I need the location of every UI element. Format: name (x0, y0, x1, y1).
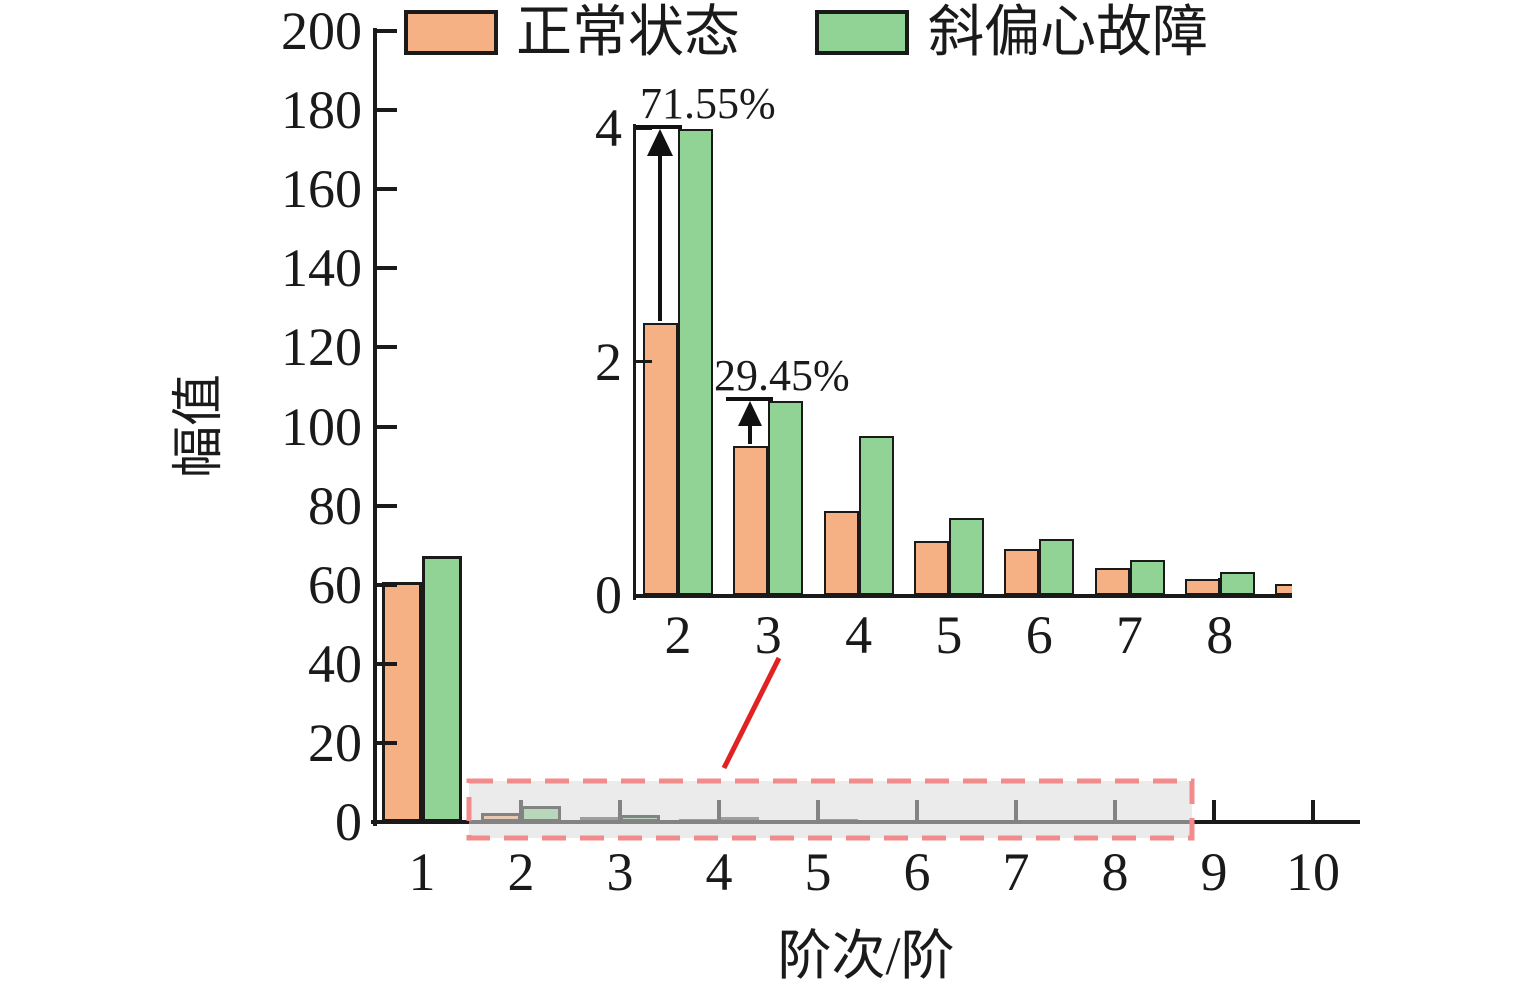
inset-x-tick-8 (1218, 578, 1222, 594)
inset-x-tick-label-8: 8 (1206, 605, 1234, 665)
y-tick-label-0: 0 (335, 792, 362, 852)
legend-label-normal: 正常状态 (516, 2, 740, 64)
inset-bar-normal-order-5 (913, 541, 949, 595)
x-tick-6 (915, 800, 919, 820)
x-tick-label-1: 1 (408, 842, 436, 902)
inset-bar-fault-order-8 (1219, 571, 1255, 595)
y-tick-label-60: 60 (308, 554, 362, 615)
inset-bar-fault-order-4 (858, 436, 894, 595)
annotation-increase-order3: 29.45% (714, 351, 850, 400)
inset-bar-normal-order-7 (1094, 568, 1130, 595)
x-tick-9 (1212, 800, 1216, 820)
x-tick-label-7: 7 (1002, 842, 1030, 902)
legend-label-fault: 斜偏心故障 (928, 2, 1208, 64)
inset-x-tick-label-6: 6 (1025, 605, 1053, 665)
y-tick-80 (377, 503, 397, 508)
main-x-axis (371, 820, 1360, 824)
inset-x-tick-label-5: 5 (935, 605, 963, 665)
inset-bar-normal-order-4 (823, 510, 859, 595)
y-tick-40 (377, 661, 397, 666)
inset-x-tick-label-3: 3 (754, 605, 782, 665)
y-tick-120 (377, 345, 397, 350)
x-tick-label-5: 5 (804, 842, 832, 902)
inset-y-tick-2 (636, 360, 652, 363)
y-tick-100 (377, 424, 397, 429)
y-tick-label-140: 140 (281, 238, 362, 299)
inset-bar-normal-order-2 (643, 322, 678, 595)
y-tick-label-20: 20 (308, 712, 362, 773)
y-tick-label-100: 100 (281, 396, 362, 457)
x-tick-label-6: 6 (903, 842, 931, 902)
inset-x-tick-label-4: 4 (845, 605, 873, 665)
main-bar-fault-order-1 (422, 555, 462, 822)
inset-y-axis (633, 124, 636, 600)
y-tick-label-180: 180 (281, 80, 362, 141)
legend-swatch-fault (815, 10, 909, 55)
inset-x-tick-label-7: 7 (1116, 605, 1143, 665)
inset-bar-normal-order-8 (1184, 578, 1220, 595)
inset-bar-fault-order-3 (768, 401, 804, 595)
main-y-axis (373, 28, 377, 826)
y-tick-0 (377, 820, 397, 824)
inset-y-tick-label-0: 0 (595, 565, 622, 625)
x-tick-2 (519, 800, 523, 820)
inset-x-tick-5 (947, 578, 951, 594)
inset-bar-normal-order-6 (1004, 549, 1040, 595)
inset-x-axis (633, 594, 1292, 598)
x-axis-title: 阶次/阶 (777, 926, 955, 986)
x-tick-label-3: 3 (606, 842, 634, 902)
y-tick-label-120: 120 (281, 317, 362, 378)
x-tick-4 (717, 800, 721, 820)
annotation-increase-order2: 71.55% (640, 79, 776, 128)
x-tick-7 (1014, 800, 1018, 820)
y-tick-label-200: 200 (281, 1, 362, 61)
legend-swatch-normal (404, 10, 498, 55)
x-tick-label-2: 2 (507, 842, 535, 902)
y-tick-160 (377, 187, 397, 192)
y-tick-200 (377, 29, 397, 33)
inset-bar-fault-order-6 (1039, 538, 1075, 595)
x-tick-label-8: 8 (1101, 842, 1129, 902)
x-tick-3 (618, 800, 622, 820)
inset-bar-normal-order-3 (733, 445, 769, 595)
y-tick-label-160: 160 (281, 159, 362, 220)
y-tick-label-80: 80 (308, 475, 362, 536)
inset-x-tick-4 (857, 578, 861, 594)
inset-y-tick-0 (636, 593, 652, 597)
inset-x-tick-7 (1128, 578, 1131, 594)
inset-x-tick-2 (676, 578, 680, 594)
x-tick-label-10: 10 (1286, 842, 1340, 902)
inset-zoom-plot: 2 3 4 5 6 7 8 (633, 100, 1292, 680)
y-tick-20 (377, 740, 397, 745)
x-tick-10 (1311, 800, 1315, 820)
y-tick-140 (377, 266, 397, 271)
y-tick-180 (377, 108, 397, 113)
x-tick-1 (420, 800, 424, 820)
inset-y-tick-label-4: 4 (595, 98, 622, 158)
inset-x-tick-6 (1037, 578, 1041, 594)
inset-bar-fault-order-5 (948, 517, 984, 595)
inset-bar-fault-order-2 (678, 129, 713, 595)
inset-x-tick-3 (766, 578, 770, 594)
x-tick-label-4: 4 (705, 842, 733, 902)
inset-bar-fault-order-7 (1129, 559, 1165, 595)
inset-y-tick-label-2: 2 (595, 331, 622, 392)
main-bar-normal-order-1 (382, 581, 422, 822)
inset-x-tick-label-2: 2 (664, 605, 692, 665)
x-tick-label-9: 9 (1200, 842, 1228, 902)
y-tick-60 (377, 582, 397, 587)
x-tick-5 (816, 800, 820, 820)
x-tick-8 (1113, 800, 1117, 820)
y-tick-label-40: 40 (308, 633, 362, 694)
